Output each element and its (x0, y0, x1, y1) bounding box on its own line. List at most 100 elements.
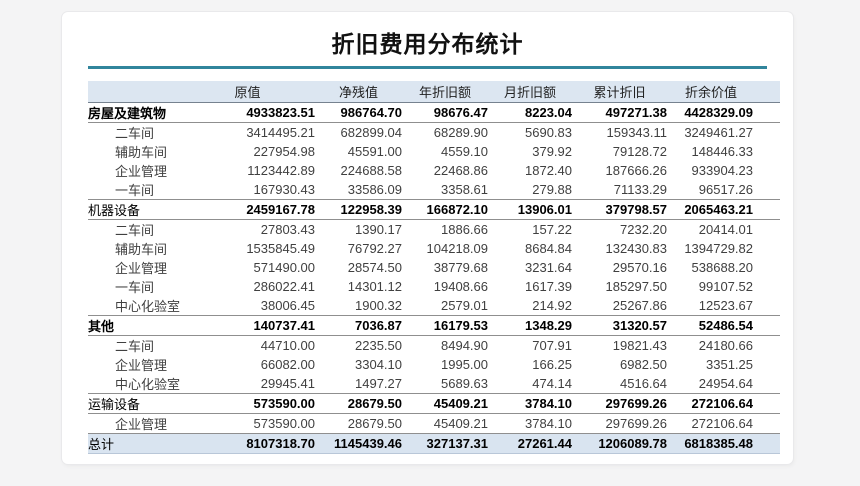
cell-value: 2065463.21 (667, 199, 780, 220)
cell-value: 25267.86 (572, 296, 667, 316)
cell-value: 12523.67 (667, 296, 780, 316)
cell-value: 24954.64 (667, 374, 780, 394)
cell-value: 31320.57 (572, 315, 667, 336)
row-label: 一车间 (88, 180, 180, 200)
cell-value: 1394729.82 (684, 241, 753, 256)
cell-value: 3358.61 (402, 180, 488, 200)
cell-value: 573590.00 (180, 413, 315, 434)
cell-value: 1123442.89 (247, 163, 315, 178)
cell-value: 166872.10 (402, 199, 488, 220)
cell-value: 27261.44 (488, 433, 572, 454)
table-row: 中心化验室 38006.45 1900.32 2579.01 214.92 25267.8… (88, 296, 780, 316)
cell-value: 474.14 (488, 374, 572, 394)
cell-value: 99107.52 (698, 279, 753, 294)
cell-value: 159343.11 (606, 125, 668, 140)
cell-value: 8107318.70 (180, 433, 315, 454)
cell-value: 3784.10 (488, 413, 572, 434)
cell-value: 1886.66 (441, 222, 488, 237)
cell-value: 6818385.48 (667, 433, 780, 454)
cell-value: 279.88 (488, 180, 572, 200)
cell-value: 96517.26 (667, 180, 780, 200)
header-row: 原值 净残值 年折旧额 月折旧额 累计折旧 折余价值 (88, 81, 780, 103)
cell-value: 986764.70 (315, 102, 402, 123)
cell-value: 8494.90 (441, 338, 488, 353)
cell-value: 2459167.78 (180, 199, 315, 220)
cell-value: 682899.04 (340, 125, 402, 140)
cell-value: 4933823.51 (180, 102, 315, 123)
depreciation-table: 原值 净残值 年折旧额 月折旧额 累计折旧 折余价值 房屋及建筑物 4933823.51 98… (88, 81, 780, 454)
row-label: 企业管理 (88, 413, 180, 434)
cell-value: 45591.00 (347, 144, 402, 159)
cell-value: 4428329.09 (667, 102, 780, 123)
cell-value: 14301.12 (347, 279, 402, 294)
cell-value: 379798.57 (572, 199, 667, 220)
section-row: 房屋及建筑物 4933823.51 986764.70 98676.47 8223.04… (88, 102, 780, 123)
cell-value: 7036.87 (315, 315, 402, 336)
cell-value: 3414495.21 (246, 125, 315, 140)
row-label: 企业管理 (115, 164, 168, 179)
cell-value: 2579.01 (402, 296, 488, 316)
cell-value: 327137.31 (402, 433, 488, 454)
row-label: 企业管理 (115, 358, 168, 373)
cell-value: 19408.66 (433, 279, 488, 294)
cell-value: 76792.27 (347, 241, 402, 256)
column-header: 原值 (180, 81, 315, 103)
row-label: 中心化验室 (88, 296, 180, 316)
cell-value: 8684.84 (525, 241, 572, 256)
table-row: 辅助车间 227954.98 45591.00 4559.10 379.92 79128.… (88, 142, 780, 161)
cell-value: 6982.50 (620, 357, 667, 372)
table-row: 企业管理 573590.00 28679.50 45409.21 3784.10 2976… (88, 413, 780, 434)
row-label: 中心化验室 (88, 374, 180, 394)
row-label: 企业管理 (115, 261, 168, 276)
cell-value: 122958.39 (315, 199, 402, 220)
cell-value: 538688.20 (691, 260, 753, 275)
column-header: 年折旧额 (402, 81, 488, 103)
cell-value: 286022.41 (253, 279, 315, 294)
cell-value: 33586.09 (315, 180, 402, 200)
column-header: 折余价值 (667, 81, 780, 103)
cell-value: 187666.26 (605, 163, 667, 178)
cell-value: 297699.26 (572, 413, 667, 434)
cell-value: 1348.29 (488, 315, 572, 336)
table-row: 二车间 3414495.21 682899.04 68289.90 5690.83 159… (88, 123, 780, 143)
row-label: 二车间 (115, 339, 155, 354)
cell-value: 1390.17 (355, 222, 402, 237)
cell-value: 24180.66 (698, 338, 753, 353)
row-label: 辅助车间 (115, 242, 168, 257)
cell-value: 22468.86 (433, 163, 488, 178)
table-row: 一车间 167930.43 33586.09 3358.61 279.88 71133.2… (88, 180, 780, 200)
cell-value: 3351.25 (706, 357, 753, 372)
cell-value: 1145439.46 (315, 433, 402, 454)
table-row: 企业管理 1123442.89 224688.58 22468.86 1872.40 18… (88, 161, 780, 180)
row-label: 机器设备 (88, 199, 180, 220)
cell-value: 19821.43 (612, 338, 667, 353)
cell-value: 4516.64 (572, 374, 667, 394)
row-label: 运输设备 (88, 393, 180, 414)
row-label: 一车间 (115, 280, 155, 295)
cell-value: 132430.83 (605, 241, 667, 256)
cell-value: 52486.54 (667, 315, 780, 336)
cell-value: 5690.83 (525, 125, 572, 140)
cell-value: 933904.23 (691, 163, 753, 178)
cell-value: 1535845.49 (246, 241, 315, 256)
cell-value: 29945.41 (180, 374, 315, 394)
cell-value: 28679.50 (315, 393, 402, 414)
cell-value: 167930.43 (180, 180, 315, 200)
title-underline (88, 66, 767, 69)
table-row: 辅助车间 1535845.49 76792.27 104218.09 8684.84 13… (88, 239, 780, 258)
cell-value: 71133.29 (572, 180, 667, 200)
table-body: 房屋及建筑物 4933823.51 986764.70 98676.47 8223.04… (88, 102, 780, 454)
cell-value: 66082.00 (260, 357, 315, 372)
report-title: 折旧费用分布统计 (331, 31, 524, 57)
section-row: 机器设备 2459167.78 122958.39 166872.10 13906.01… (88, 199, 780, 220)
cell-value: 1900.32 (315, 296, 402, 316)
cell-value: 166.25 (532, 357, 572, 372)
cell-value: 68289.90 (433, 125, 488, 140)
table-row: 一车间 286022.41 14301.12 19408.66 1617.39 18529… (88, 277, 780, 296)
cell-value: 3304.10 (355, 357, 402, 372)
cell-value: 7232.20 (620, 222, 667, 237)
cell-value: 98676.47 (402, 102, 488, 123)
row-label: 总计 (88, 433, 180, 454)
column-header: 月折旧额 (488, 81, 572, 103)
row-label-header (88, 81, 180, 103)
